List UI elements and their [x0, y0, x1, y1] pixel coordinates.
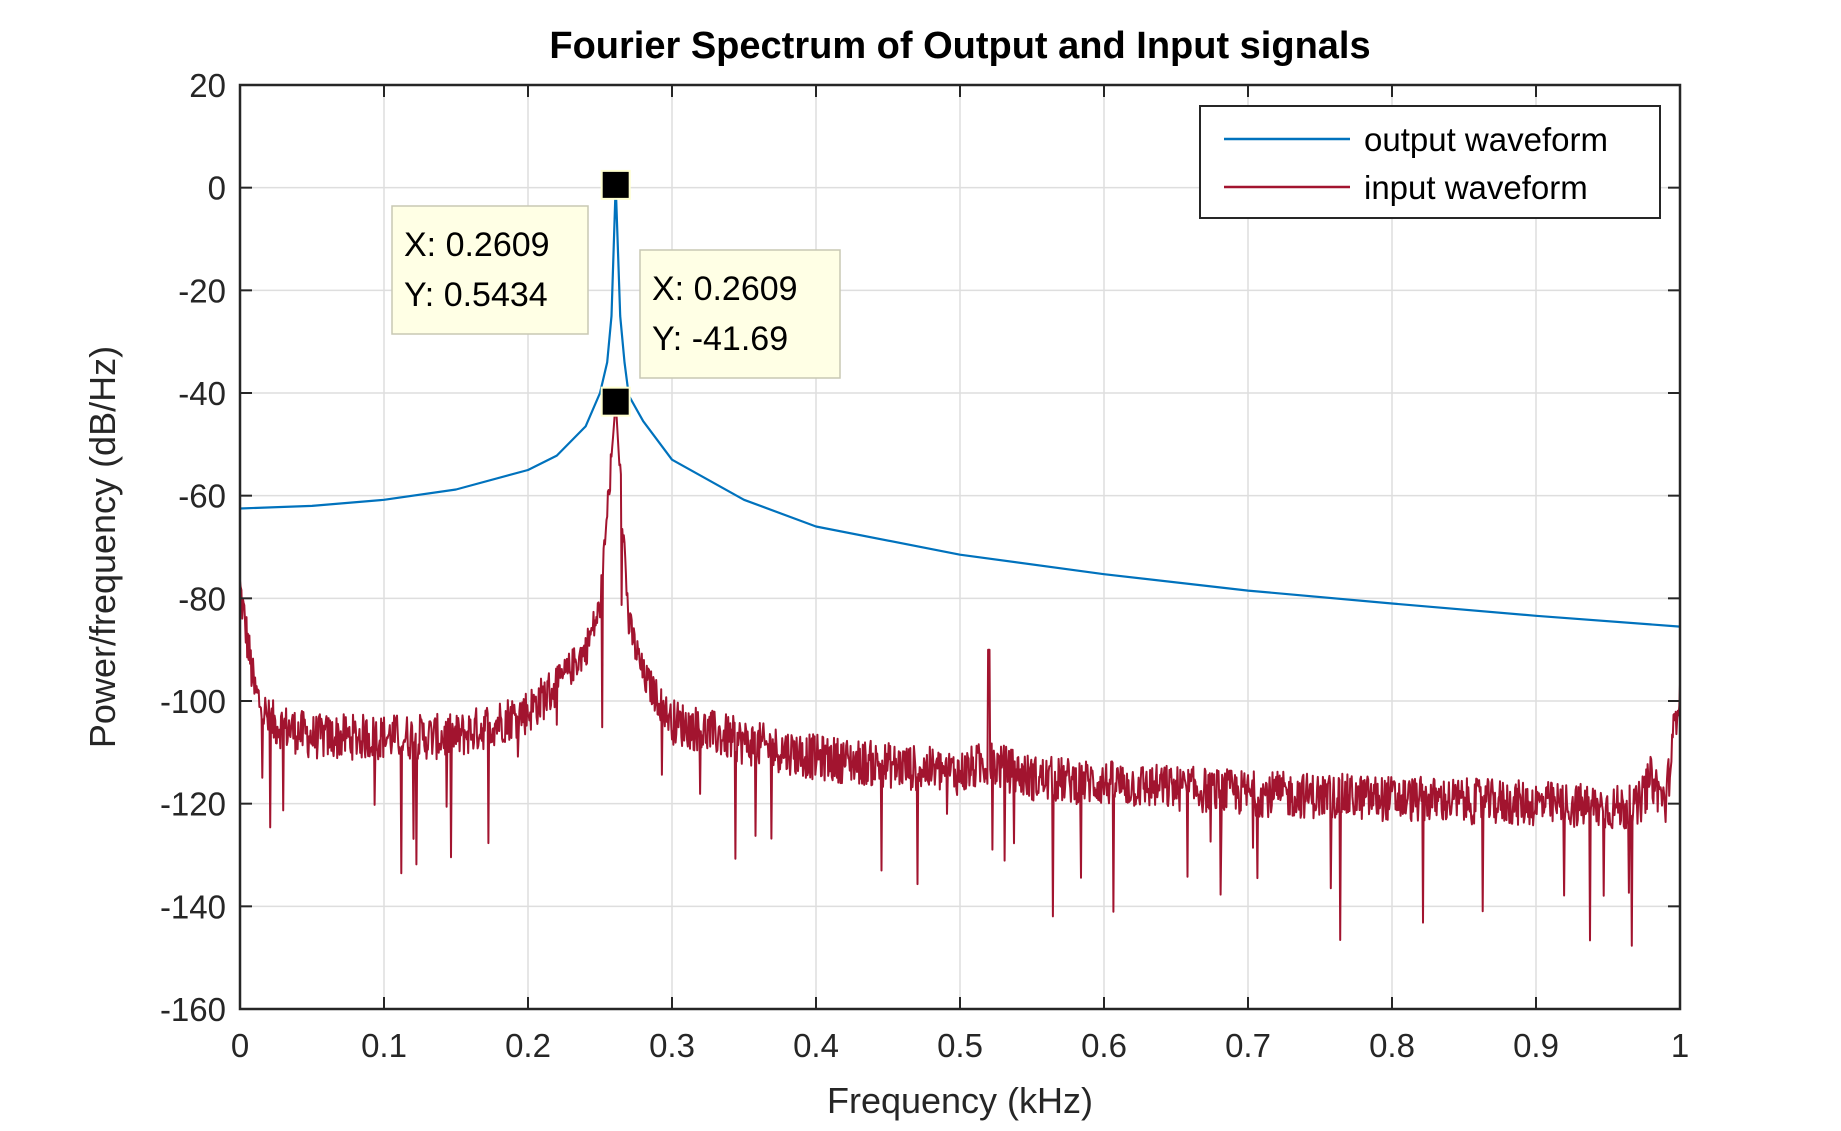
- x-tick-label: 0.2: [505, 1027, 551, 1064]
- data-tip-x-label: X: 0.2609: [652, 270, 798, 308]
- y-tick-label: -120: [160, 786, 226, 823]
- y-tick-label: -40: [178, 375, 226, 412]
- y-tick-label: -80: [178, 580, 226, 617]
- data-tip-marker[interactable]: [600, 386, 631, 417]
- series-line-output-waveform: [239, 183, 1681, 628]
- y-tick-label: -100: [160, 683, 226, 720]
- data-tip-y-label: Y: 0.5434: [404, 276, 548, 314]
- y-tick-label: 0: [208, 170, 226, 207]
- x-tick-label: 0.7: [1225, 1027, 1271, 1064]
- y-tick-label: 20: [189, 67, 226, 104]
- data-tip-box: [391, 205, 589, 335]
- y-axis-label: Power/frequency (dB/Hz): [82, 346, 123, 748]
- x-tick-label: 1: [1671, 1027, 1689, 1064]
- legend-label-input-waveform: input waveform: [1364, 169, 1588, 206]
- x-tick-label: 0.6: [1081, 1027, 1127, 1064]
- x-tick-label: 0.3: [649, 1027, 695, 1064]
- axis-ticks: 0 0.1 0.2 0.3 0.4 0.5 0.6 0.7 0.8 0.9 1 20 0 -20 -40 -6…: [160, 67, 1689, 1064]
- y-tick-label: -140: [160, 888, 226, 925]
- y-tick-label: -160: [160, 991, 226, 1028]
- x-tick-label: 0.4: [793, 1027, 839, 1064]
- data-tip-box: [639, 249, 841, 379]
- x-axis-label: Frequency (kHz): [827, 1080, 1093, 1121]
- data-tip-y-label: Y: -41.69: [652, 320, 788, 358]
- x-tick-label: 0.9: [1513, 1027, 1559, 1064]
- data-tip: X: 0.2609 Y: 0.5434: [391, 205, 589, 335]
- legend: output waveform input waveform: [1199, 105, 1661, 219]
- data-tips: X: 0.2609 Y: 0.5434 X: 0.2609 Y: -41.69: [391, 169, 841, 417]
- data-tip-x-label: X: 0.2609: [404, 226, 550, 264]
- data-tip-marker[interactable]: [600, 169, 631, 200]
- data-tip: X: 0.2609 Y: -41.69: [639, 249, 841, 379]
- legend-box: [1199, 105, 1661, 219]
- x-tick-label: 0.1: [361, 1027, 407, 1064]
- chart-title: Fourier Spectrum of Output and Input sig…: [549, 25, 1370, 67]
- series-line-input-waveform: [239, 400, 1681, 947]
- x-tick-label: 0.5: [937, 1027, 983, 1064]
- y-tick-label: -20: [178, 272, 226, 309]
- x-tick-label: 0: [231, 1027, 249, 1064]
- y-tick-label: -60: [178, 478, 226, 515]
- x-tick-label: 0.8: [1369, 1027, 1415, 1064]
- plot-area: [239, 183, 1681, 947]
- legend-label-output-waveform: output waveform: [1364, 121, 1608, 158]
